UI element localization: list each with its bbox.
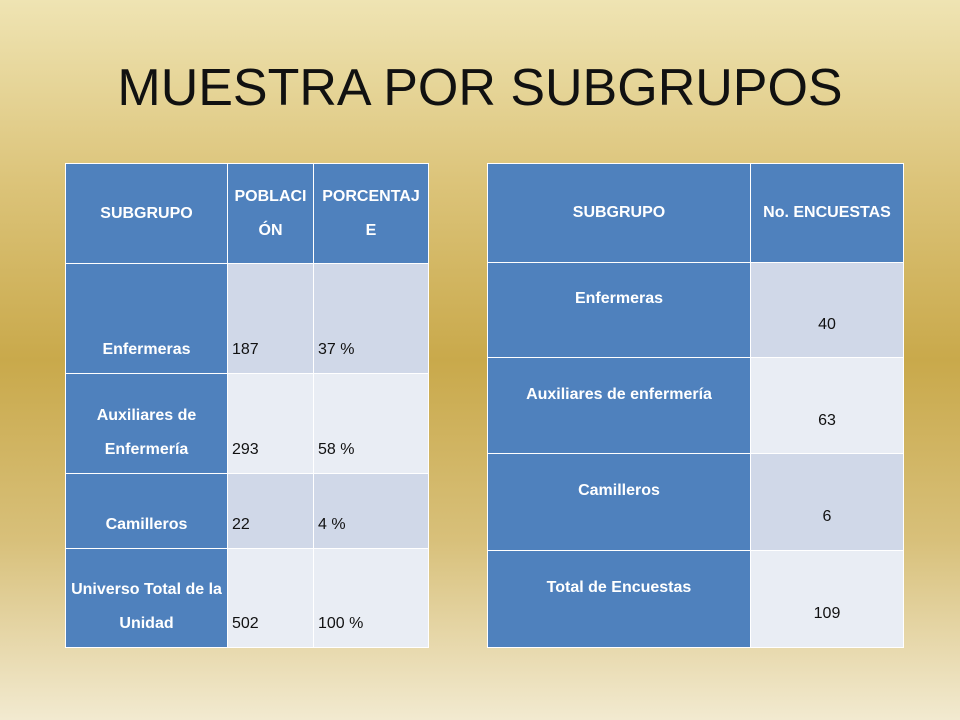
- header-row: SUBGRUPO POBLACIÓN PORCENTAJE: [65, 163, 429, 264]
- data-cell: 4 %: [313, 473, 429, 549]
- table-row: Camilleros 6: [487, 453, 904, 551]
- row-label: Auxiliares de Enfermería: [65, 373, 228, 474]
- row-label: Enfermeras: [65, 263, 228, 374]
- data-cell: 63: [750, 357, 904, 454]
- header-cell: SUBGRUPO: [487, 163, 751, 263]
- data-cell: 100 %: [313, 548, 429, 648]
- row-label: Universo Total de la Unidad: [65, 548, 228, 648]
- row-label: Camilleros: [487, 453, 751, 551]
- population-table: SUBGRUPO POBLACIÓN PORCENTAJE Enfermeras 187…: [65, 163, 429, 648]
- slide-title: MUESTRA POR SUBGRUPOS: [117, 59, 843, 117]
- header-cell: PORCENTAJE: [313, 163, 429, 264]
- header-cell: No. ENCUESTAS: [750, 163, 904, 263]
- table-row: Auxiliares de enfermería 63: [487, 357, 904, 454]
- data-cell: 502: [227, 548, 314, 648]
- row-label: Total de Encuestas: [487, 550, 751, 648]
- data-cell: 293: [227, 373, 314, 474]
- table-row: Auxiliares de Enfermería 293 58 %: [65, 373, 429, 474]
- data-cell: 22: [227, 473, 314, 549]
- header-cell: SUBGRUPO: [65, 163, 228, 264]
- data-cell: 109: [750, 550, 904, 648]
- table-row: Total de Encuestas 109: [487, 550, 904, 648]
- table-row: Camilleros 22 4 %: [65, 473, 429, 549]
- data-cell: 6: [750, 453, 904, 551]
- row-label: Camilleros: [65, 473, 228, 549]
- data-cell: 37 %: [313, 263, 429, 374]
- table-row: Enfermeras 187 37 %: [65, 263, 429, 374]
- table-row: Universo Total de la Unidad 502 100 %: [65, 548, 429, 648]
- header-cell: POBLACIÓN: [227, 163, 314, 264]
- data-cell: 40: [750, 262, 904, 358]
- data-cell: 58 %: [313, 373, 429, 474]
- survey-table: SUBGRUPO No. ENCUESTAS Enfermeras 40 Auxilia…: [487, 163, 904, 648]
- header-row: SUBGRUPO No. ENCUESTAS: [487, 163, 904, 263]
- row-label: Auxiliares de enfermería: [487, 357, 751, 454]
- table-row: Enfermeras 40: [487, 262, 904, 358]
- row-label: Enfermeras: [487, 262, 751, 358]
- data-cell: 187: [227, 263, 314, 374]
